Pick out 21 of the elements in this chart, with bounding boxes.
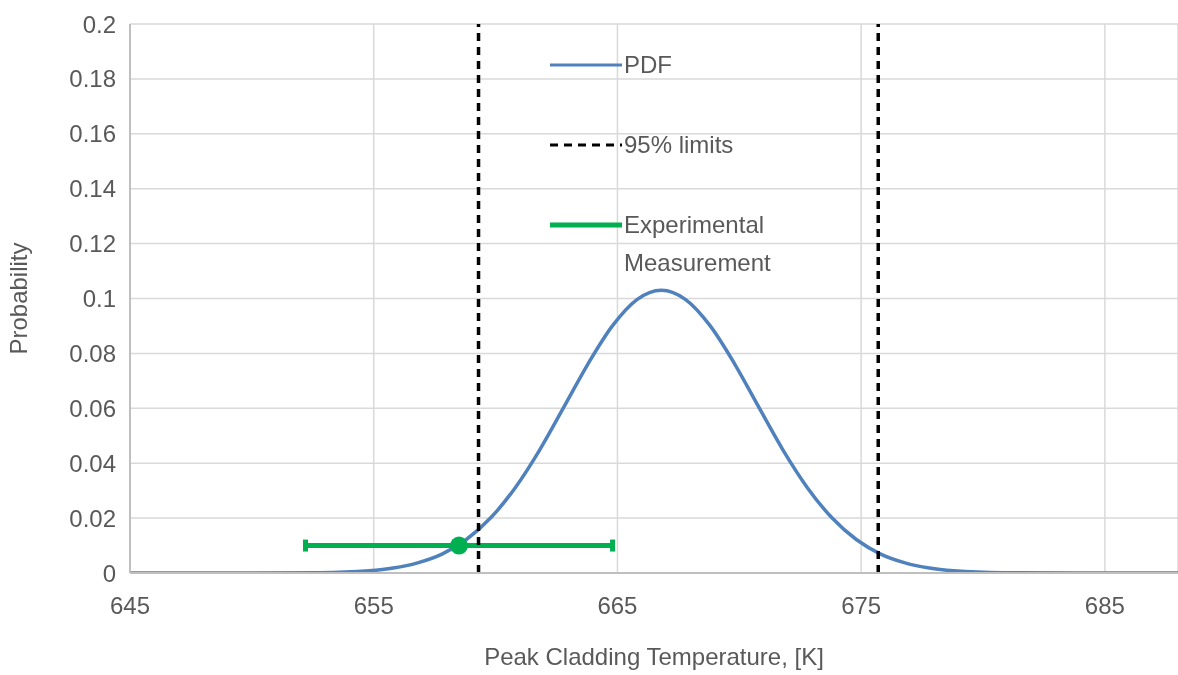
x-axis-title: Peak Cladding Temperature, [K] xyxy=(484,643,824,670)
y-tick-label: 0.12 xyxy=(69,230,116,258)
y-tick-label: 0.1 xyxy=(82,285,116,313)
y-tick-label: 0.08 xyxy=(69,339,116,367)
y-tick-label: 0.14 xyxy=(69,175,116,203)
x-tick-label: 685 xyxy=(1084,592,1125,620)
y-tick-label: 0.18 xyxy=(69,65,116,93)
legend-label: 95% limits xyxy=(624,130,734,160)
x-tick-label: 645 xyxy=(109,592,151,620)
y-tick-label: 0.02 xyxy=(69,504,116,532)
x-tick-label: 675 xyxy=(841,592,882,620)
y-tick-label: 0.06 xyxy=(69,394,116,422)
legend-label: Experimental Measurement xyxy=(624,210,772,278)
x-tick-label: 665 xyxy=(597,592,638,620)
x-tick-label: 655 xyxy=(353,592,394,620)
y-tick-label: 0.04 xyxy=(69,449,116,477)
y-tick-label: 0 xyxy=(102,559,116,587)
y-tick-label: 0.16 xyxy=(69,120,116,148)
y-tick-label: 0.2 xyxy=(82,10,116,38)
y-axis-title: Probability xyxy=(4,242,32,355)
legend-label: PDF xyxy=(624,50,672,80)
